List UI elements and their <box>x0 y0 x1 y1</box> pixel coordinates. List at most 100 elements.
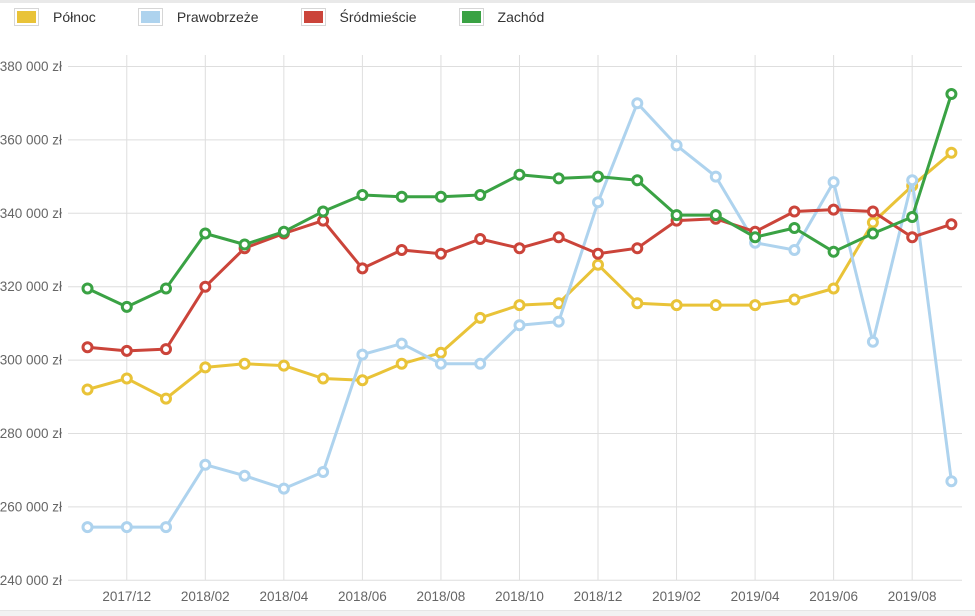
data-point-prawobrzeze-2019-03[interactable] <box>709 170 722 183</box>
legend-item-prawobrzeze[interactable]: Prawobrzeże <box>137 8 259 26</box>
y-axis-label: 320 000 zł <box>0 279 62 294</box>
data-point-zachod-2018-03[interactable] <box>238 238 251 251</box>
data-point-prawobrzeze-2018-02[interactable] <box>199 458 212 471</box>
data-point-polnoc-2019-01[interactable] <box>631 297 644 310</box>
data-point-zachod-2019-01[interactable] <box>631 174 644 187</box>
data-point-srodmiescie-2018-08[interactable] <box>434 247 447 260</box>
data-point-srodmiescie-2017-11[interactable] <box>81 341 94 354</box>
data-point-polnoc-2018-07[interactable] <box>395 357 408 370</box>
data-point-prawobrzeze-2018-11[interactable] <box>552 315 565 328</box>
data-point-polnoc-2018-08[interactable] <box>434 346 447 359</box>
y-axis-label: 280 000 zł <box>0 426 62 441</box>
legend-swatch-fill-prawobrzeze <box>140 11 160 23</box>
data-point-polnoc-2019-05[interactable] <box>788 293 801 306</box>
data-point-prawobrzeze-2019-09[interactable] <box>945 475 958 488</box>
y-axis-label: 240 000 zł <box>0 573 62 588</box>
data-point-srodmiescie-2018-09[interactable] <box>474 233 487 245</box>
data-point-polnoc-2018-02[interactable] <box>199 361 212 374</box>
data-point-prawobrzeze-2018-09[interactable] <box>474 357 487 370</box>
x-axis-label: 2018/10 <box>495 589 544 604</box>
data-point-polnoc-2018-05[interactable] <box>317 372 330 385</box>
data-point-polnoc-2018-12[interactable] <box>592 258 604 271</box>
data-point-zachod-2018-01[interactable] <box>160 282 172 295</box>
data-point-srodmiescie-2018-01[interactable] <box>160 343 172 356</box>
data-point-zachod-2017-12[interactable] <box>120 300 133 313</box>
data-point-srodmiescie-2019-05[interactable] <box>788 205 801 218</box>
x-axis-label: 2018/08 <box>417 589 466 604</box>
data-point-srodmiescie-2019-07[interactable] <box>866 205 879 218</box>
data-point-prawobrzeze-2018-08[interactable] <box>434 357 447 370</box>
data-point-prawobrzeze-2019-06[interactable] <box>827 176 840 189</box>
data-point-polnoc-2017-12[interactable] <box>120 372 133 385</box>
legend-item-srodmiescie[interactable]: Śródmieście <box>300 8 417 26</box>
data-point-srodmiescie-2017-12[interactable] <box>120 344 133 357</box>
data-point-zachod-2019-08[interactable] <box>906 211 919 223</box>
x-axis-label: 2019/04 <box>731 589 780 604</box>
data-point-prawobrzeze-2019-01[interactable] <box>631 97 644 110</box>
data-point-polnoc-2018-11[interactable] <box>552 297 565 310</box>
data-point-srodmiescie-2019-06[interactable] <box>827 203 840 216</box>
legend-label-prawobrzeze: Prawobrzeże <box>176 9 259 25</box>
data-point-zachod-2018-10[interactable] <box>513 168 526 181</box>
data-point-prawobrzeze-2018-10[interactable] <box>513 319 526 332</box>
data-point-polnoc-2018-10[interactable] <box>513 299 526 312</box>
data-point-srodmiescie-2018-11[interactable] <box>552 231 565 244</box>
data-point-zachod-2018-08[interactable] <box>434 190 447 203</box>
data-point-zachod-2019-05[interactable] <box>788 222 801 234</box>
data-point-prawobrzeze-2018-04[interactable] <box>277 482 290 495</box>
data-point-zachod-2018-11[interactable] <box>552 172 565 185</box>
data-point-srodmiescie-2018-07[interactable] <box>395 244 408 256</box>
data-point-zachod-2019-02[interactable] <box>670 209 683 222</box>
data-point-prawobrzeze-2019-07[interactable] <box>866 335 879 348</box>
data-point-zachod-2019-04[interactable] <box>749 231 762 244</box>
data-point-prawobrzeze-2018-01[interactable] <box>160 521 172 534</box>
data-point-zachod-2018-02[interactable] <box>199 227 212 240</box>
data-point-polnoc-2017-11[interactable] <box>81 383 94 396</box>
data-point-polnoc-2018-09[interactable] <box>474 311 487 324</box>
data-point-polnoc-2019-02[interactable] <box>670 299 683 312</box>
legend-item-polnoc[interactable]: Północ <box>14 8 96 26</box>
data-point-zachod-2019-07[interactable] <box>866 227 879 240</box>
data-point-prawobrzeze-2018-07[interactable] <box>395 337 408 350</box>
data-point-polnoc-2018-01[interactable] <box>160 392 172 405</box>
data-point-polnoc-2018-03[interactable] <box>238 357 251 370</box>
legend-item-zachod[interactable]: Zachód <box>458 8 544 26</box>
data-point-zachod-2018-09[interactable] <box>474 189 487 201</box>
data-point-zachod-2019-06[interactable] <box>827 245 840 258</box>
data-point-prawobrzeze-2019-05[interactable] <box>788 244 801 256</box>
data-point-zachod-2018-06[interactable] <box>356 189 369 201</box>
data-point-zachod-2018-07[interactable] <box>395 190 408 203</box>
data-point-srodmiescie-2018-12[interactable] <box>592 247 604 260</box>
data-point-zachod-2019-03[interactable] <box>709 209 722 222</box>
data-point-srodmiescie-2019-08[interactable] <box>906 231 919 244</box>
data-point-prawobrzeze-2018-06[interactable] <box>356 348 369 361</box>
data-point-prawobrzeze-2019-08[interactable] <box>906 174 919 187</box>
data-point-prawobrzeze-2019-02[interactable] <box>670 139 683 152</box>
legend-label-polnoc: Północ <box>53 9 96 25</box>
data-point-zachod-2019-09[interactable] <box>945 88 958 100</box>
data-point-srodmiescie-2018-02[interactable] <box>199 280 212 293</box>
data-point-prawobrzeze-2018-03[interactable] <box>238 469 251 482</box>
data-point-prawobrzeze-2018-12[interactable] <box>592 196 604 209</box>
data-point-prawobrzeze-2018-05[interactable] <box>317 466 330 478</box>
data-point-polnoc-2019-09[interactable] <box>945 146 958 159</box>
data-point-srodmiescie-2019-09[interactable] <box>945 218 958 231</box>
data-point-zachod-2017-11[interactable] <box>81 282 94 295</box>
data-point-polnoc-2019-07[interactable] <box>866 216 879 229</box>
data-point-polnoc-2019-04[interactable] <box>749 299 762 312</box>
data-point-zachod-2018-12[interactable] <box>592 170 604 183</box>
legend-swatch-fill-zachod <box>461 11 481 23</box>
data-point-prawobrzeze-2017-11[interactable] <box>81 521 94 534</box>
data-point-polnoc-2019-03[interactable] <box>709 299 722 312</box>
data-point-zachod-2018-05[interactable] <box>317 205 330 218</box>
data-point-polnoc-2018-04[interactable] <box>277 359 290 372</box>
data-point-polnoc-2018-06[interactable] <box>356 374 369 387</box>
data-point-zachod-2018-04[interactable] <box>277 225 290 238</box>
data-point-prawobrzeze-2017-12[interactable] <box>120 521 133 534</box>
data-point-srodmiescie-2018-06[interactable] <box>356 262 369 275</box>
y-axis-label: 360 000 zł <box>0 132 62 147</box>
data-point-srodmiescie-2018-10[interactable] <box>513 242 526 255</box>
data-point-polnoc-2019-06[interactable] <box>827 282 840 295</box>
data-point-srodmiescie-2019-01[interactable] <box>631 242 644 255</box>
